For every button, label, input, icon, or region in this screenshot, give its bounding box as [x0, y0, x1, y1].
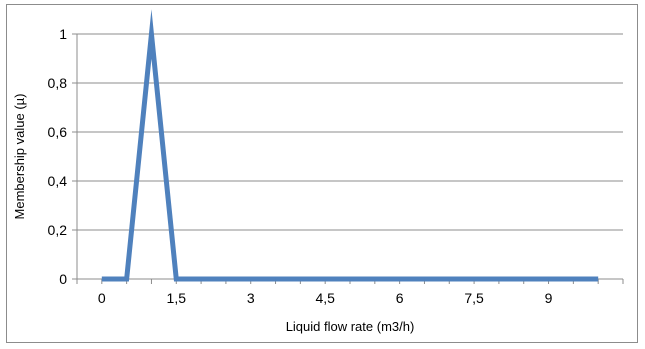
x-tick-label: 6	[396, 290, 404, 306]
x-tick-label: 4,5	[315, 290, 335, 306]
y-tick-label: 1	[59, 26, 67, 42]
x-axis-title: Liquid flow rate (m3/h)	[286, 319, 415, 334]
y-tick-label: 0	[59, 271, 67, 287]
y-axis-title: Membership value (µ)	[12, 94, 27, 220]
membership-chart: 0 0,2 0,4 0,6 0,8 1 0 1,5 3 4,5 6 7,5 9 Liquid flow …	[12, 9, 624, 334]
series-layer	[101, 9, 599, 282]
x-tick-label: 7,5	[464, 290, 484, 306]
x-tick-label: 9	[545, 290, 553, 306]
x-tick-label: 0	[98, 290, 106, 306]
y-tick-label: 0,4	[48, 173, 68, 189]
y-tick-label: 0,6	[48, 124, 68, 140]
y-tick-label: 0,8	[48, 75, 68, 91]
y-tick-label: 0,2	[48, 222, 68, 238]
chart-frame: 0 0,2 0,4 0,6 0,8 1 0 1,5 3 4,5 6 7,5 9 Liquid flow …	[6, 4, 638, 343]
tick-labels: 0 0,2 0,4 0,6 0,8 1 0 1,5 3 4,5 6 7,5 9	[48, 26, 553, 306]
x-tick-label: 3	[247, 290, 255, 306]
series-line	[101, 9, 599, 282]
x-tick-label: 1,5	[167, 290, 187, 306]
